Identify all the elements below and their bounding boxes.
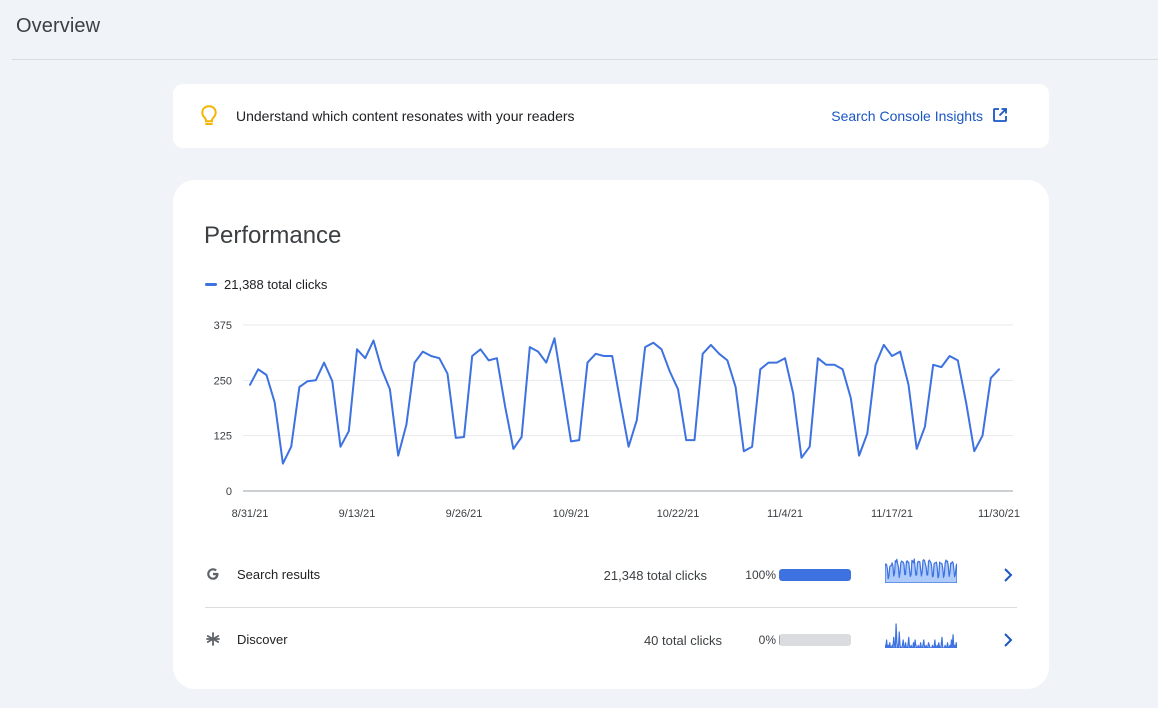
- row-percent: 0%: [758, 633, 776, 647]
- x-tick-label: 9/13/21: [339, 508, 376, 520]
- search-results-row[interactable]: Search results 21,348 total clicks 100%: [205, 543, 1017, 608]
- x-tick-label: 8/31/21: [232, 508, 269, 520]
- legend-swatch: [205, 283, 217, 286]
- share-bar: [779, 569, 851, 581]
- y-tick-label: 125: [214, 431, 232, 443]
- google-g-icon: [207, 568, 219, 580]
- sparkline-path: [885, 558, 957, 583]
- share-bar-fill: [779, 634, 781, 646]
- external-link-icon[interactable]: [992, 107, 1008, 123]
- chevron-right-icon[interactable]: [1001, 631, 1015, 649]
- row-divider: [205, 607, 1017, 608]
- x-tick-label: 10/22/21: [657, 508, 700, 520]
- performance-chart: 0 125 250 375 8/31/21 9/13/21 9/26/21 10/9/21 10…: [214, 320, 1020, 520]
- chevron-right-icon[interactable]: [1001, 566, 1015, 584]
- row-percent: 100%: [745, 568, 776, 582]
- clicks-series-line: [249, 337, 1000, 465]
- y-tick-label: 0: [226, 486, 232, 498]
- sparkline: [885, 623, 957, 648]
- header: Overview: [0, 0, 1158, 60]
- x-tick-label: 11/17/21: [871, 508, 913, 520]
- performance-title: Performance: [204, 222, 342, 249]
- row-clicks: 40 total clicks: [643, 633, 722, 648]
- lightbulb-icon: [201, 105, 217, 125]
- sparkline-path: [885, 623, 957, 648]
- y-tick-label: 250: [214, 375, 232, 387]
- share-bar: [779, 634, 851, 646]
- row-clicks: 21,348 total clicks: [603, 568, 707, 583]
- page-title: Overview: [16, 15, 101, 37]
- search-console-insights-link[interactable]: Search Console Insights: [831, 108, 983, 124]
- insight-text: Understand which content resonates with …: [236, 108, 575, 124]
- share-bar-fill: [779, 569, 851, 581]
- row-label: Discover: [237, 632, 288, 647]
- header-divider: [12, 59, 1158, 60]
- x-tick-label: 11/30/21: [978, 508, 1020, 520]
- discover-row[interactable]: Discover 40 total clicks 0%: [205, 608, 1017, 673]
- legend-label: 21,388 total clicks: [224, 277, 328, 292]
- insight-card: Understand which content resonates with …: [173, 84, 1049, 148]
- x-tick-label: 9/26/21: [446, 508, 483, 520]
- discover-asterisk-icon: [206, 632, 220, 646]
- y-tick-label: 375: [214, 320, 232, 332]
- x-tick-label: 11/4/21: [767, 508, 803, 520]
- x-tick-label: 10/9/21: [553, 508, 590, 520]
- sparkline: [885, 558, 957, 583]
- performance-card: Performance 21,388 total clicks 0 125 250 3…: [173, 180, 1049, 689]
- row-label: Search results: [237, 567, 321, 582]
